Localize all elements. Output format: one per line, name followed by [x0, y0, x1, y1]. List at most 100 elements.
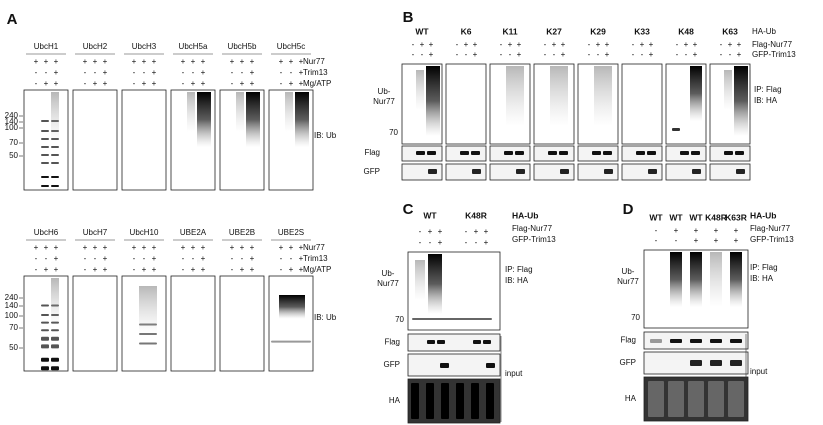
- sign: +: [649, 50, 654, 59]
- sign: +: [93, 243, 98, 252]
- strip-label: Flag: [384, 338, 400, 347]
- band: [437, 340, 445, 344]
- sign: +: [93, 57, 98, 66]
- sign: -: [182, 68, 185, 77]
- band: [51, 146, 59, 148]
- sign: -: [456, 50, 459, 59]
- smear: [710, 252, 722, 307]
- sign: +: [152, 254, 157, 263]
- marker: 240: [5, 293, 19, 302]
- smear: [51, 278, 59, 326]
- marker: 70: [9, 138, 18, 147]
- blot: [121, 89, 167, 191]
- sign: -: [192, 68, 195, 77]
- sign: +: [54, 68, 59, 77]
- lane-name: K63R: [725, 212, 747, 222]
- marker: 70: [9, 323, 18, 332]
- smear: [550, 66, 568, 126]
- sign: +: [152, 79, 157, 88]
- marker: 70: [389, 128, 398, 137]
- band: [271, 340, 311, 343]
- condition: GFP-Trim13: [750, 235, 794, 244]
- sign: -: [429, 238, 432, 247]
- sign: -: [456, 40, 459, 49]
- lane-name: K6: [461, 26, 472, 36]
- marker: 100: [5, 123, 19, 132]
- sign: +: [289, 243, 294, 252]
- sign: +: [103, 265, 108, 274]
- band: [41, 176, 49, 178]
- smear: [236, 92, 244, 132]
- band: [426, 383, 434, 419]
- band: [592, 151, 601, 155]
- sign: +: [103, 57, 108, 66]
- sign: +: [605, 40, 610, 49]
- ip-label: IP: Flag: [754, 85, 782, 94]
- sign: -: [280, 265, 283, 274]
- sign: +: [517, 50, 522, 59]
- band: [139, 342, 157, 345]
- sign: +: [464, 40, 469, 49]
- smear: [428, 254, 442, 314]
- sign: +: [191, 243, 196, 252]
- sign: +: [93, 79, 98, 88]
- band: [668, 381, 684, 417]
- sign: +: [103, 68, 108, 77]
- sign: -: [500, 40, 503, 49]
- band: [736, 169, 745, 174]
- sign: -: [94, 254, 97, 263]
- sign: -: [685, 50, 688, 59]
- band: [560, 169, 569, 174]
- sign: -: [676, 50, 679, 59]
- sign: +: [240, 265, 245, 274]
- sign: -: [35, 254, 38, 263]
- band: [483, 340, 491, 344]
- sign: -: [133, 254, 136, 263]
- sign: -: [500, 50, 503, 59]
- lane-name: WT: [415, 26, 429, 36]
- sign: -: [182, 79, 185, 88]
- sign: +: [438, 238, 443, 247]
- strip-label: GFP: [364, 167, 380, 176]
- sign: -: [280, 79, 283, 88]
- band: [515, 151, 524, 155]
- sign: -: [45, 254, 48, 263]
- sign: -: [84, 68, 87, 77]
- lane-name: WT: [423, 210, 437, 220]
- sign: +: [508, 40, 513, 49]
- sign: -: [655, 226, 658, 235]
- sign: +: [201, 79, 206, 88]
- band: [427, 340, 435, 344]
- marker: 50: [9, 343, 18, 352]
- sign: +: [152, 243, 157, 252]
- sign: +: [279, 57, 284, 66]
- sign: -: [280, 254, 283, 263]
- sign: +: [34, 243, 39, 252]
- enzyme-name: UBE2S: [278, 228, 304, 237]
- band: [650, 339, 662, 343]
- sign: -: [588, 40, 591, 49]
- sign: +: [289, 57, 294, 66]
- sign: +: [429, 50, 434, 59]
- sign: -: [544, 50, 547, 59]
- condition: Nur77: [303, 243, 325, 252]
- band: [473, 340, 481, 344]
- band: [41, 344, 49, 349]
- sign: +: [693, 40, 698, 49]
- band: [41, 329, 49, 332]
- smear: [594, 66, 612, 126]
- sign: +: [34, 57, 39, 66]
- band: [41, 314, 49, 316]
- blot: [621, 163, 663, 181]
- sign: +: [694, 236, 699, 245]
- enzyme-name: UbcH2: [83, 42, 108, 51]
- band: [41, 138, 49, 140]
- marker: 100: [5, 311, 19, 320]
- sign: +: [734, 226, 739, 235]
- sign: -: [676, 40, 679, 49]
- band: [428, 169, 437, 174]
- panel-label: D: [623, 201, 634, 218]
- sign: +: [44, 243, 49, 252]
- condition: Flag-Nur77: [752, 40, 793, 49]
- sign: -: [35, 265, 38, 274]
